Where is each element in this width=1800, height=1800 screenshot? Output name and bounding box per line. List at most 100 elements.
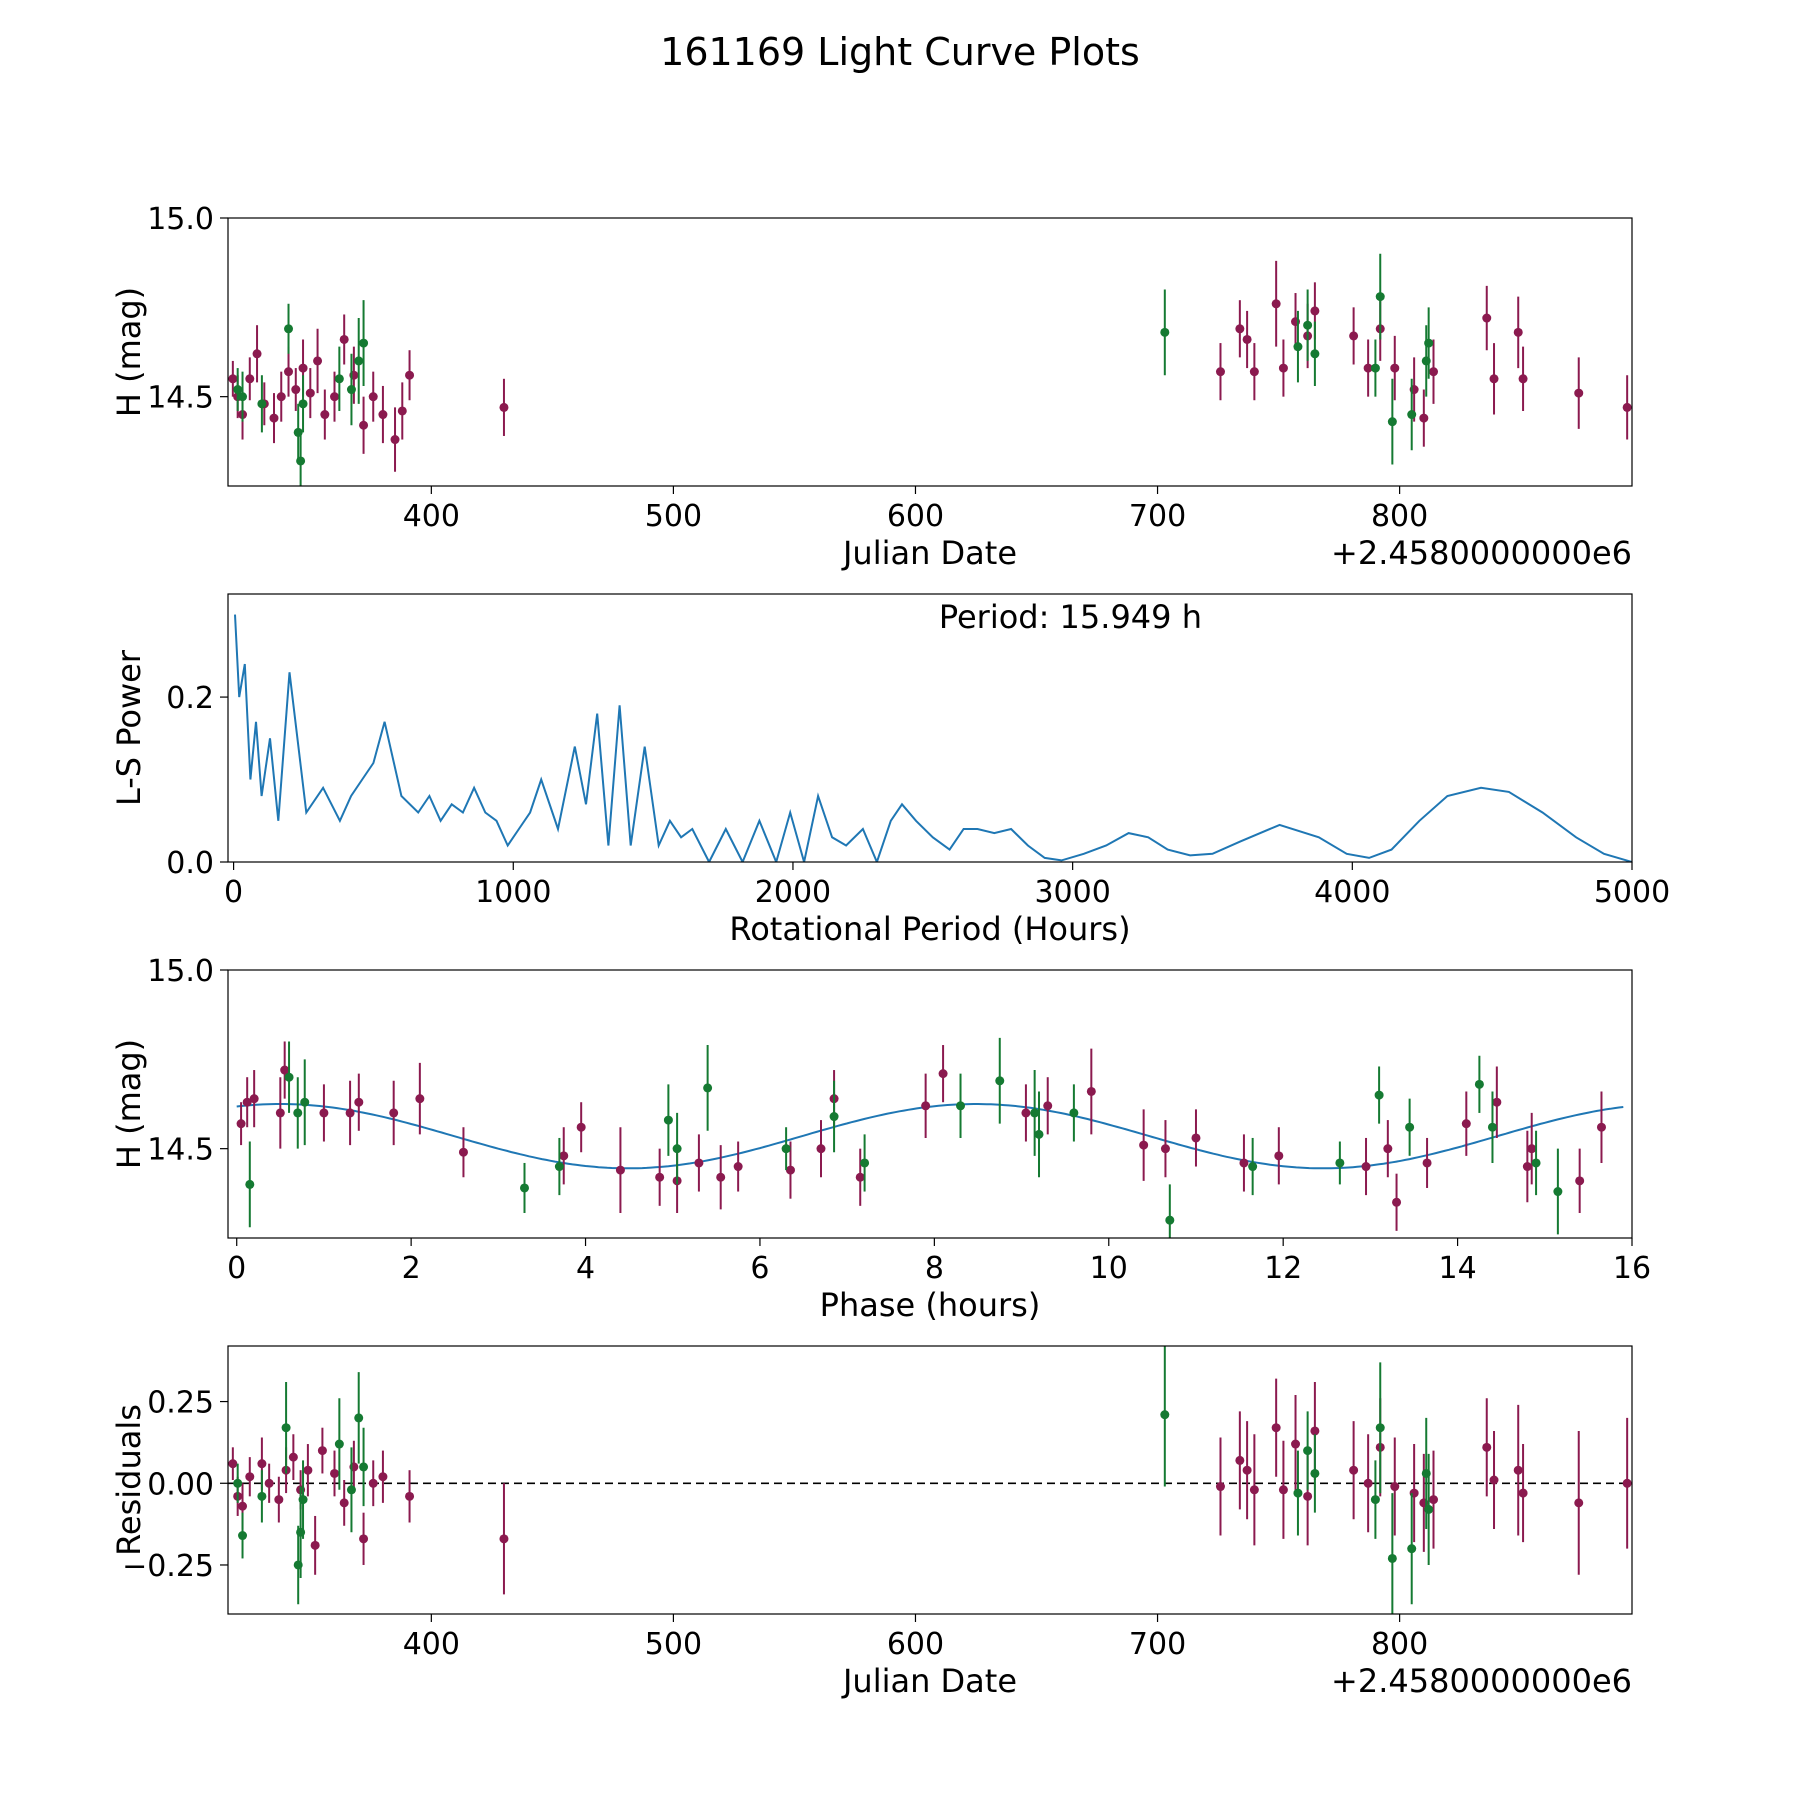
x-tick-label: 4000 (1314, 875, 1390, 910)
y-tick-label: 14.5 (147, 1133, 214, 1168)
data-point (281, 1423, 291, 1433)
data-point (1424, 338, 1434, 348)
x-tick-label: 700 (1129, 1627, 1186, 1662)
data-point (339, 1498, 349, 1508)
x-tick-label: 400 (403, 1627, 460, 1662)
data-point (233, 1478, 243, 1488)
data-point (956, 1101, 966, 1111)
data-point (298, 399, 308, 409)
data-point (1248, 1162, 1258, 1172)
data-point (249, 1094, 259, 1104)
data-point (1278, 363, 1288, 373)
data-point (293, 1108, 303, 1118)
data-point (276, 392, 286, 402)
x-tick-label: 10 (1090, 1251, 1128, 1286)
data-point (1522, 1162, 1532, 1172)
data-point (1139, 1140, 1149, 1150)
x-tick-label: 2 (402, 1251, 421, 1286)
data-point (1370, 363, 1380, 373)
panel-residuals: 400 500 600 700 800 0.25 0.00 −0.25 Julian Date R… (110, 1345, 1633, 1700)
data-point (359, 338, 369, 348)
data-point (397, 406, 407, 416)
data-point (1387, 417, 1397, 427)
data-point (1021, 1108, 1031, 1118)
data-point (1407, 410, 1417, 420)
y-tick-label: 14.5 (147, 381, 214, 416)
data-point (1239, 1158, 1249, 1168)
data-point (264, 1478, 274, 1488)
data-point (1249, 367, 1259, 377)
axis-offset-label: +2.4580000000e6 (1331, 1662, 1632, 1700)
data-point (1574, 388, 1584, 398)
data-point (785, 1165, 795, 1175)
data-point (816, 1144, 826, 1154)
x-tick-label: 400 (403, 499, 460, 534)
data-point (1160, 1144, 1170, 1154)
x-tick-label: 16 (1613, 1251, 1651, 1286)
data-point (280, 1065, 290, 1075)
data-point (298, 1495, 308, 1505)
x-tick-label: 800 (1371, 1627, 1428, 1662)
data-point (1482, 313, 1492, 323)
figure-title: 161169 Light Curve Plots (660, 30, 1140, 74)
data-point (1419, 413, 1429, 423)
data-point (1390, 1482, 1400, 1492)
data-point (291, 385, 301, 395)
data-point (860, 1158, 870, 1168)
data-point (288, 1452, 298, 1462)
data-point (1303, 320, 1313, 330)
data-point (257, 1491, 267, 1501)
data-point (1482, 1442, 1492, 1452)
y-axis-label: H (mag) (110, 287, 148, 417)
data-point (310, 1540, 320, 1550)
data-point (319, 1108, 329, 1118)
data-point (1235, 1455, 1245, 1465)
data-point (1274, 1151, 1284, 1161)
data-point (298, 363, 308, 373)
data-point (1374, 1090, 1384, 1100)
data-point (300, 1097, 310, 1107)
x-tick-label: 3000 (1034, 875, 1110, 910)
data-point (284, 1072, 294, 1082)
x-tick-label: 6 (750, 1251, 769, 1286)
data-point (305, 388, 315, 398)
y-tick-label: 0.0 (166, 846, 214, 881)
data-point (330, 1468, 340, 1478)
data-point (1030, 1108, 1040, 1118)
data-point (855, 1172, 865, 1182)
data-point (615, 1165, 625, 1175)
data-point (345, 1108, 355, 1118)
y-tick-label: 0.25 (147, 1386, 214, 1421)
period-annotation: Period: 15.949 h (939, 598, 1202, 636)
x-tick-label: 5000 (1594, 875, 1670, 910)
data-point (346, 385, 356, 395)
data-point (1293, 1488, 1303, 1498)
data-point (1043, 1101, 1053, 1111)
data-point (330, 392, 340, 402)
data-point (1422, 1158, 1432, 1168)
data-point (1518, 374, 1528, 384)
data-point (1513, 327, 1523, 337)
data-point (1349, 1465, 1359, 1475)
data-point (242, 1097, 252, 1107)
data-point (1531, 1158, 1541, 1168)
data-point (733, 1162, 743, 1172)
data-point (1086, 1086, 1096, 1096)
data-point (1474, 1079, 1484, 1089)
x-axis-label: Rotational Period (Hours) (729, 910, 1130, 948)
plot-frame (227, 1345, 1633, 1615)
data-point (921, 1101, 931, 1111)
axis-offset-label: +2.4580000000e6 (1331, 534, 1632, 572)
data-point (1527, 1144, 1537, 1154)
data-point (359, 420, 369, 430)
data-point (1291, 1439, 1301, 1449)
data-point (284, 367, 294, 377)
data-point (672, 1144, 682, 1154)
data-point (1215, 367, 1225, 377)
data-point (245, 1179, 255, 1189)
data-point (233, 385, 243, 395)
x-tick-label: 500 (645, 499, 702, 534)
fit-curve (236, 1103, 1624, 1170)
data-point (781, 1144, 791, 1154)
data-point (245, 1472, 255, 1482)
